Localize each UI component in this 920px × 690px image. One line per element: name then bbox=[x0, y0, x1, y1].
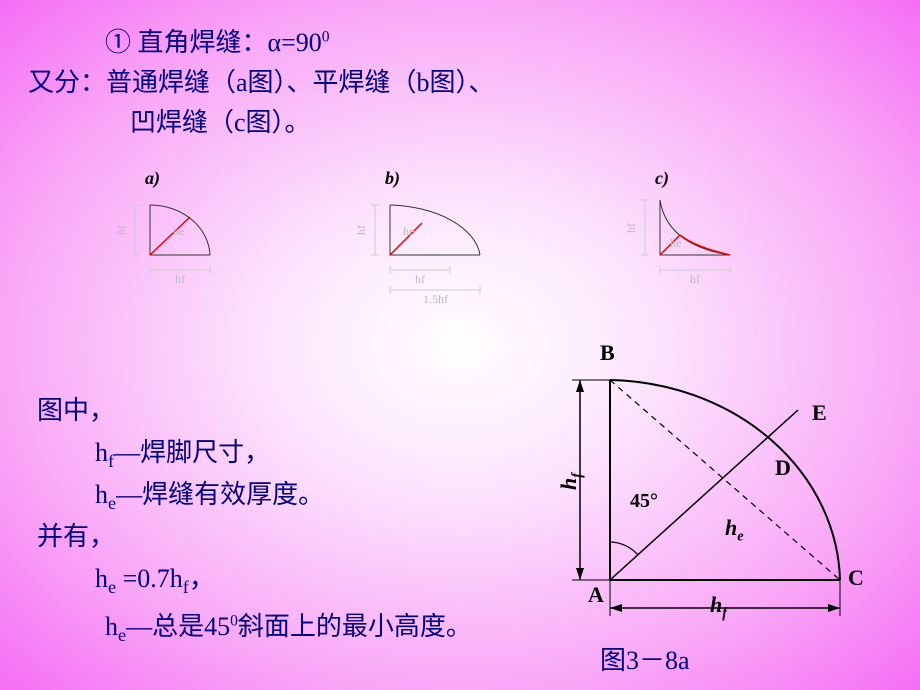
thumb-b-base: 1.5hf bbox=[423, 292, 448, 306]
big-hf-v: hf bbox=[556, 473, 586, 490]
thumb-c: hf he hf bbox=[615, 195, 755, 305]
thumb-label-c: c) bbox=[655, 168, 669, 189]
thumb-a-he: he bbox=[173, 224, 184, 238]
thumb-a-hf-v: hf bbox=[114, 225, 128, 235]
thumb-c-hf-h: hf bbox=[690, 272, 700, 286]
thumb-b: hf he hf 1.5hf bbox=[345, 195, 515, 325]
big-C: C bbox=[848, 565, 864, 591]
figure-caption: 图3－8a bbox=[600, 640, 690, 677]
heading-line1: ① 直角焊缝：α=900 bbox=[105, 22, 330, 59]
thumb-a: hf he hf bbox=[105, 195, 245, 305]
legend-intro: 图中， bbox=[37, 390, 115, 427]
legend-hf: hf—焊脚尺寸， bbox=[95, 432, 270, 472]
heading-line1-text: ① 直角焊缝：α=90 bbox=[105, 28, 322, 57]
thumb-b-hf-h: hf bbox=[415, 272, 425, 286]
big-he: he bbox=[725, 515, 744, 545]
thumb-b-hf-v: hf bbox=[354, 225, 368, 235]
thumb-c-he: he bbox=[670, 236, 681, 250]
heading-line1-sup: 0 bbox=[322, 28, 330, 45]
heading-line3: 凹焊缝（c图）。 bbox=[130, 102, 311, 139]
big-hf-h: hf bbox=[710, 592, 727, 622]
legend-he: he—焊缝有效厚度。 bbox=[95, 474, 324, 514]
thumb-b-he: he bbox=[403, 224, 414, 238]
big-B: B bbox=[600, 340, 615, 366]
big-E: E bbox=[812, 400, 827, 426]
legend-also: 并有， bbox=[37, 516, 115, 553]
big-D: D bbox=[775, 455, 791, 481]
thumb-label-b: b) bbox=[385, 168, 400, 189]
legend-eq: he =0.7hf， bbox=[95, 558, 215, 598]
thumb-c-hf-v: hf bbox=[624, 223, 638, 233]
thumb-a-hf-h: hf bbox=[175, 272, 185, 286]
big-angle: 45° bbox=[630, 490, 658, 513]
thumb-label-a: a) bbox=[145, 168, 160, 189]
big-A: A bbox=[588, 582, 604, 608]
heading-line2: 又分：普通焊缝（a图）、平焊缝（b图）、 bbox=[28, 62, 495, 99]
legend-note: he—总是450斜面上的最小高度。 bbox=[105, 606, 472, 646]
